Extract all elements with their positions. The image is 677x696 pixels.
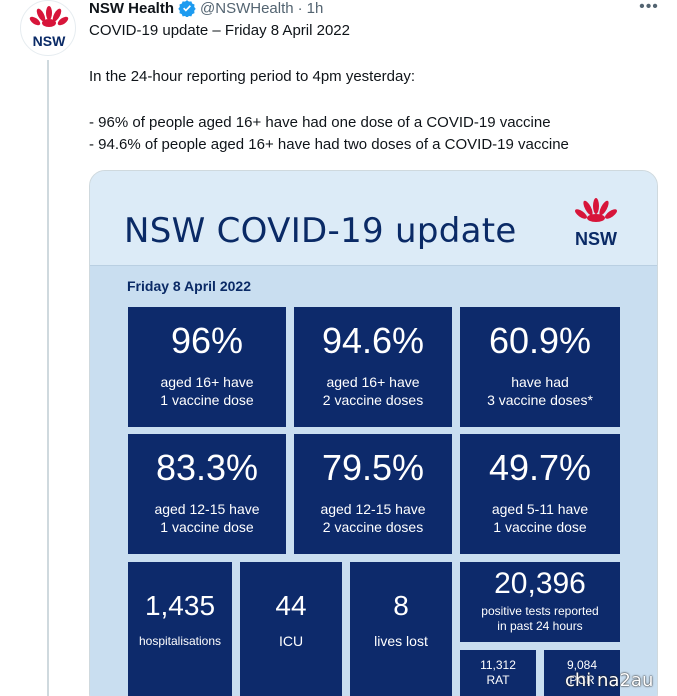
tweet-line: - 94.6% of people aged 16+ have had two …	[89, 136, 569, 153]
stat-tile: 94.6% aged 16+ have 2 vaccine doses	[294, 307, 452, 427]
stat-value: 96%	[170, 320, 244, 361]
stat-label: aged 16+ have	[326, 374, 420, 390]
stat-label: 1 vaccine dose	[160, 392, 254, 408]
tweet-time[interactable]: 1h	[306, 0, 324, 17]
stat-label: positive tests reported	[481, 604, 599, 618]
stat-value: 9,084	[566, 658, 598, 672]
stat-tile: 83.3% aged 12-15 have 1 vaccine dose	[128, 434, 286, 554]
card-date: Friday 8 April 2022	[127, 278, 251, 294]
stat-tile-positive-tests: 20,396 positive tests reported in past 2…	[460, 562, 620, 642]
stat-label: 2 vaccine doses	[322, 392, 424, 408]
separator-dot: ·	[297, 0, 303, 17]
watermark: chi na2au	[565, 670, 654, 691]
stat-value: 8	[393, 590, 409, 621]
stat-tile-lives-lost: 8 lives lost	[350, 562, 452, 696]
stat-tile-icu: 44 ICU	[240, 562, 342, 696]
stat-tile-pcr: 9,084 PCR	[544, 650, 620, 696]
tweet-line: In the 24-hour reporting period to 4pm y…	[89, 68, 416, 85]
tweet-line: COVID-19 update – Friday 8 April 2022	[89, 22, 350, 39]
stat-label: have had	[511, 374, 569, 390]
author-avatar[interactable]: NSW	[20, 0, 76, 56]
stat-value: 83.3%	[155, 447, 259, 488]
stat-value: 1,435	[144, 590, 216, 621]
stat-value: 44	[275, 590, 307, 621]
nsw-waratah-icon: NSW	[29, 6, 69, 49]
stat-label: 3 vaccine doses*	[487, 392, 593, 408]
stat-tile: 96% aged 16+ have 1 vaccine dose	[128, 307, 286, 427]
verified-badge-icon	[178, 0, 196, 17]
stat-tile: 79.5% aged 12-15 have 2 vaccine doses	[294, 434, 452, 554]
stat-label: 1 vaccine dose	[493, 519, 587, 535]
stat-label: aged 16+ have	[160, 374, 254, 390]
stat-value: 11,312	[480, 658, 516, 672]
svg-text:NSW: NSW	[33, 33, 66, 49]
card-title: NSW COVID-19 update	[124, 211, 517, 251]
stat-label: RAT	[486, 673, 510, 687]
tweet-line: - 96% of people aged 16+ have had one do…	[89, 114, 551, 131]
stat-label: aged 5-11 have	[491, 501, 589, 517]
stat-label: lives lost	[374, 633, 428, 649]
stat-value: 79.5%	[321, 447, 425, 488]
stat-tile-hospitalisations: 1,435 hospitalisations	[128, 562, 232, 696]
stat-label: hospitalisations	[138, 634, 222, 648]
stat-value: 94.6%	[321, 320, 425, 361]
stat-value: 60.9%	[488, 320, 592, 361]
stat-label: PCR	[569, 673, 595, 687]
tweet-text: COVID-19 update – Friday 8 April 2022 In…	[89, 20, 649, 156]
stat-label: aged 12-15 have	[154, 501, 260, 517]
stat-label: 2 vaccine doses	[322, 519, 424, 535]
stat-label: 1 vaccine dose	[160, 519, 254, 535]
stat-tile-rat: 11,312 RAT	[460, 650, 536, 696]
stat-label: ICU	[278, 633, 304, 649]
tweet-image-card[interactable]: NSW COVID-19 update NSW Friday 8 April 2…	[89, 170, 658, 696]
stat-label: aged 12-15 have	[320, 501, 426, 517]
nsw-logo-icon: NSW	[575, 198, 617, 249]
author-name[interactable]: NSW Health	[89, 0, 175, 17]
stat-value: 49.7%	[488, 447, 592, 488]
svg-text:NSW: NSW	[575, 229, 617, 249]
stat-label: in past 24 hours	[497, 619, 583, 633]
card-body: Friday 8 April 2022 96% aged 16+ have 1 …	[90, 266, 657, 696]
tweet-header: NSW Health @NSWHealth · 1h	[89, 0, 323, 19]
card-header: NSW COVID-19 update NSW	[90, 171, 657, 266]
stat-tile: 49.7% aged 5-11 have 1 vaccine dose	[460, 434, 620, 554]
more-options-icon[interactable]: •••	[639, 0, 659, 15]
stat-value: 20,396	[494, 567, 586, 600]
thread-line	[47, 60, 49, 696]
author-handle[interactable]: @NSWHealth	[200, 0, 294, 17]
stat-tile: 60.9% have had 3 vaccine doses*	[460, 307, 620, 427]
